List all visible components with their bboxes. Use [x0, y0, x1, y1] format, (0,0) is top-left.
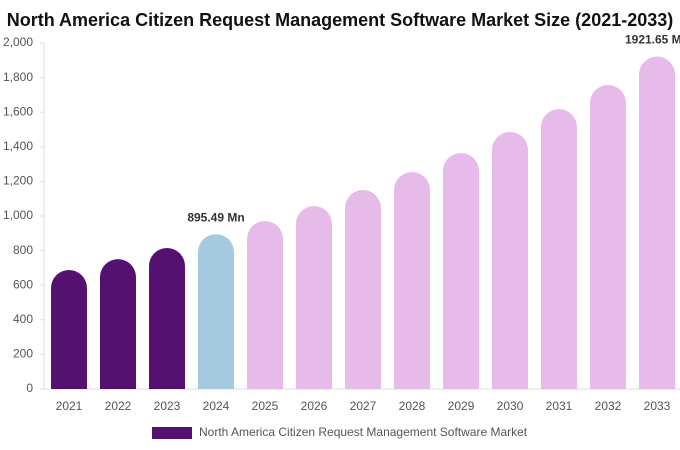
y-tick-label: 600	[13, 277, 33, 291]
x-tick-label: 2022	[105, 399, 132, 413]
x-tick-label: 2031	[546, 399, 573, 413]
bar	[345, 190, 381, 389]
x-tick-label: 2027	[350, 399, 377, 413]
y-tick-label: 400	[13, 312, 33, 326]
bar	[443, 153, 479, 389]
x-tick-label: 2030	[497, 399, 524, 413]
bar	[639, 56, 675, 389]
bar	[100, 259, 136, 389]
x-tick-label: 2024	[203, 399, 230, 413]
x-tick-label: 2026	[301, 399, 328, 413]
x-tick-label: 2023	[154, 399, 181, 413]
bar	[247, 221, 283, 389]
x-tick-label: 2033	[644, 399, 671, 413]
legend-swatch	[152, 427, 192, 439]
y-tick-label: 0	[26, 381, 33, 395]
x-tick-label: 2028	[399, 399, 426, 413]
chart-title: North America Citizen Request Management…	[7, 10, 674, 30]
bar	[541, 109, 577, 389]
value-label: 1921.65 Mn	[625, 33, 680, 47]
y-tick-label: 1,400	[3, 139, 33, 153]
y-tick-label: 1,200	[3, 174, 33, 188]
bar	[296, 205, 332, 389]
bar	[394, 172, 430, 389]
bar	[590, 85, 626, 389]
x-tick-label: 2025	[252, 399, 279, 413]
legend-label: North America Citizen Request Management…	[199, 425, 528, 439]
y-tick-label: 1,800	[3, 70, 33, 84]
y-tick-label: 200	[13, 347, 33, 361]
x-tick-label: 2021	[56, 399, 83, 413]
bar	[492, 131, 528, 389]
x-tick-label: 2029	[448, 399, 475, 413]
x-tick-label: 2032	[595, 399, 622, 413]
y-tick-label: 1,600	[3, 104, 33, 118]
value-label: 895.49 Mn	[187, 210, 244, 224]
bar	[51, 269, 87, 389]
bar	[198, 234, 234, 389]
y-tick-label: 1,000	[3, 208, 33, 222]
y-tick-label: 2,000	[3, 35, 33, 49]
bar	[149, 248, 185, 389]
y-tick-label: 800	[13, 243, 33, 257]
